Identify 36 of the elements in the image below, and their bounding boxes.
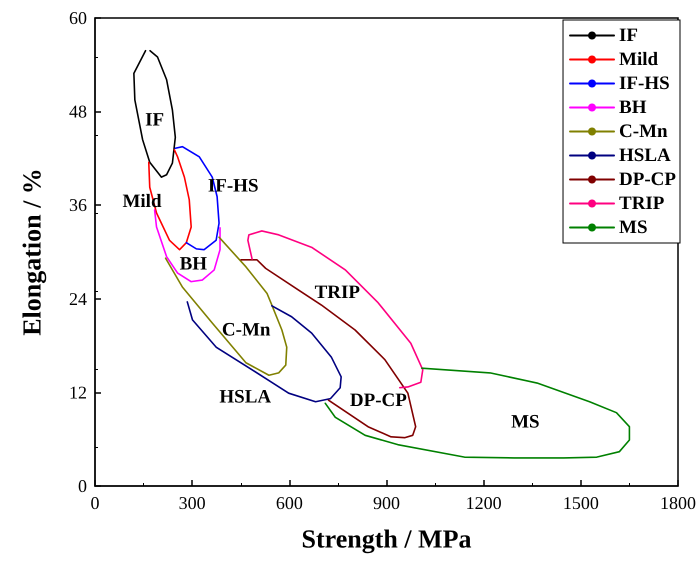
y-tick-label: 36 <box>69 195 87 216</box>
legend-label: IF <box>619 25 638 46</box>
y-tick-label: 48 <box>69 102 87 122</box>
y-axis-title: Elongation / % <box>18 168 46 336</box>
text: HSLA <box>219 386 272 408</box>
legend-label: MS <box>619 217 648 238</box>
y-tick-label: 60 <box>69 8 87 28</box>
y-tick-label: 0 <box>78 476 87 496</box>
line-series <box>133 50 176 178</box>
line-series <box>154 209 221 282</box>
line-series <box>186 301 342 403</box>
line-series <box>324 367 630 459</box>
x-tick-label: 600 <box>276 493 303 513</box>
legend-label: BH <box>619 97 647 118</box>
text: BH <box>180 253 208 274</box>
x-tick-label: 1800 <box>660 493 696 513</box>
text: MS <box>511 412 540 433</box>
legend-label: C-Mn <box>619 121 668 142</box>
x-tick-label: 1500 <box>562 493 599 513</box>
legend-label: HSLA <box>619 145 672 166</box>
line-series <box>164 236 288 376</box>
x-axis-title: Strength / MPa <box>302 524 472 554</box>
x-tick-label: 900 <box>373 493 400 513</box>
x-tick-label: 0 <box>90 493 100 513</box>
legend-label: IF-HS <box>619 73 670 94</box>
text: TRIP <box>314 282 360 303</box>
x-tick-label: 1200 <box>466 493 502 513</box>
legend-label: DP-CP <box>619 169 676 190</box>
x-tick-label: 300 <box>178 493 206 513</box>
legend-label: Mild <box>619 49 659 70</box>
text: IF <box>145 109 164 130</box>
text: DP-CP <box>350 390 407 412</box>
y-tick-label: 24 <box>69 288 87 309</box>
y-tick-label: 12 <box>69 382 87 402</box>
text: C-Mn <box>222 320 270 341</box>
legend-label: TRIP <box>619 193 665 214</box>
